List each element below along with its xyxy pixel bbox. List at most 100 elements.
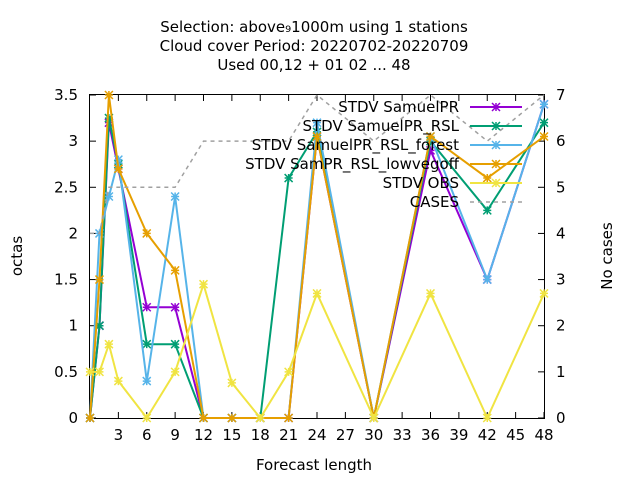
x-tick-label: 48 <box>534 426 553 444</box>
y2-tick-label: 4 <box>556 224 566 242</box>
data-point-marker <box>284 413 294 423</box>
data-point-marker <box>491 159 501 169</box>
y-tick-label: 2 <box>68 224 78 242</box>
data-point-marker <box>312 288 322 298</box>
data-point-marker <box>284 173 294 183</box>
data-point-marker <box>113 164 123 174</box>
data-point-marker <box>539 131 549 142</box>
data-point-marker <box>539 288 549 298</box>
x-tick-label: 45 <box>506 426 525 444</box>
data-point-marker <box>94 321 104 331</box>
data-point-marker <box>255 413 265 423</box>
data-point-marker <box>491 102 501 112</box>
data-point-marker <box>425 145 436 155</box>
data-point-marker <box>312 131 322 142</box>
data-point-marker <box>227 413 237 423</box>
data-point-marker <box>142 376 152 386</box>
y-tick-label: 0 <box>68 409 78 427</box>
data-point-marker <box>142 339 152 349</box>
data-point-marker <box>198 279 209 289</box>
x-axis-label: Forecast length <box>256 456 372 474</box>
data-point-marker <box>104 90 114 100</box>
x-tick-label: 27 <box>336 426 355 444</box>
legend-label: STDV SamuelPR_RSL_forest <box>252 136 459 155</box>
data-point-marker <box>482 173 492 183</box>
y-axis-label: octas <box>8 236 26 276</box>
data-point-marker <box>94 275 104 285</box>
series-5 <box>85 279 549 423</box>
legend-label: STDV SamPR_RSL_lowvegoff <box>245 155 460 174</box>
data-point-marker <box>85 413 95 423</box>
data-point-marker <box>227 378 237 388</box>
data-point-marker <box>85 367 95 377</box>
data-point-marker <box>170 191 180 202</box>
x-tick-label: 42 <box>478 426 497 444</box>
data-point-marker <box>113 155 123 165</box>
data-point-marker <box>482 205 492 215</box>
y-tick-label: 1 <box>68 317 78 335</box>
plot-frame <box>89 94 545 419</box>
data-point-marker <box>142 413 152 423</box>
axis-ticks: 3 6 9 12 15 18 21 24 27 30 33 36 39 42 45 4800.511.522.… <box>54 86 565 444</box>
x-tick-label: 15 <box>222 426 241 444</box>
y2-tick-label: 6 <box>556 132 566 150</box>
data-point-marker <box>104 191 114 202</box>
title-line: Used 00,12 + 01 02 ... 48 <box>217 56 410 74</box>
data-point-marker <box>539 99 549 109</box>
x-tick-label: 12 <box>194 426 213 444</box>
data-point-marker <box>482 275 492 285</box>
data-point-marker <box>491 140 501 150</box>
x-tick-label: 30 <box>364 426 383 444</box>
y-tick-label: 2.5 <box>54 178 78 196</box>
data-point-marker <box>198 413 209 423</box>
x-tick-label: 36 <box>421 426 440 444</box>
data-point-marker <box>312 118 322 128</box>
data-point-marker <box>104 339 114 349</box>
y-tick-label: 1.5 <box>54 271 78 289</box>
y2-tick-label: 2 <box>556 317 566 335</box>
series-lines <box>85 90 549 423</box>
x-tick-label: 21 <box>279 426 298 444</box>
data-point-marker <box>104 113 114 123</box>
y-tick-label: 3 <box>68 132 78 150</box>
legend-label: STDV OBS <box>383 174 459 192</box>
chart-title: Selection: above₉1000m using 1 stationsC… <box>160 18 469 74</box>
data-point-marker <box>170 265 180 275</box>
data-point-marker <box>539 118 549 128</box>
data-point-marker <box>170 339 180 349</box>
series-line <box>90 93 545 235</box>
series-6 <box>90 93 545 235</box>
y2-tick-label: 3 <box>556 271 566 289</box>
y2-tick-label: 5 <box>556 178 566 196</box>
data-point-marker <box>142 228 152 238</box>
data-point-marker <box>170 367 180 377</box>
x-tick-label: 39 <box>449 426 468 444</box>
data-point-marker <box>369 413 379 423</box>
data-point-marker <box>170 302 180 312</box>
y-tick-label: 3.5 <box>54 86 78 104</box>
legend-label: CASES <box>410 193 459 211</box>
x-tick-label: 33 <box>393 426 412 444</box>
title-line: Selection: above₉1000m using 1 stations <box>160 18 468 36</box>
y-tick-label: 0.5 <box>54 363 78 381</box>
legend-label: STDV SamuelPR <box>338 98 459 116</box>
data-point-marker <box>113 376 123 386</box>
y2-axis-label: No cases <box>598 222 616 290</box>
y2-tick-label: 0 <box>556 409 566 427</box>
title-line: Cloud cover Period: 20220702-20220709 <box>160 37 469 55</box>
data-point-marker <box>284 367 294 377</box>
y2-tick-label: 1 <box>556 363 566 381</box>
data-point-marker <box>142 302 152 312</box>
x-tick-label: 9 <box>170 426 180 444</box>
data-point-marker <box>425 288 436 298</box>
data-point-marker <box>94 367 104 377</box>
data-point-marker <box>482 413 492 423</box>
x-tick-label: 18 <box>251 426 270 444</box>
x-tick-label: 3 <box>114 426 124 444</box>
legend-label: STDV SamuelPR_RSL <box>303 117 460 136</box>
data-point-marker <box>425 131 436 142</box>
data-point-marker <box>491 178 501 188</box>
data-point-marker <box>491 121 501 131</box>
